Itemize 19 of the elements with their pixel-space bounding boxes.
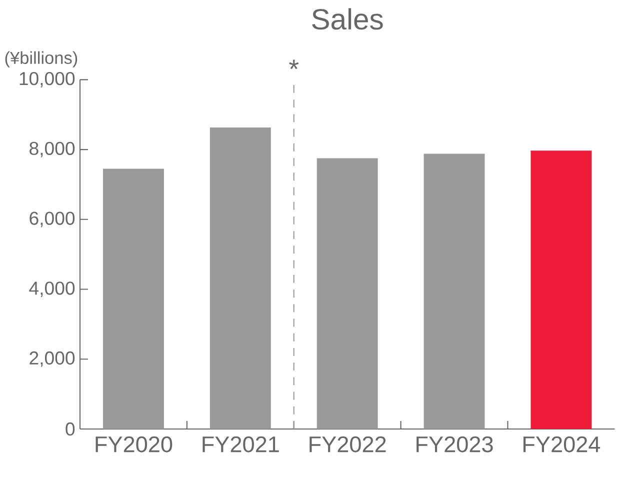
- chart-title: Sales: [312, 8, 383, 30]
- bar: [316, 158, 378, 429]
- y-axis-title: (¥billions): [5, 51, 78, 68]
- x-tick-label: FY2022: [310, 436, 386, 452]
- bar: [102, 168, 164, 429]
- y-tick-label: 2,000: [30, 351, 75, 367]
- x-tick-label: FY2023: [416, 436, 493, 452]
- bar: [210, 128, 271, 429]
- bar: [530, 150, 592, 429]
- x-tick-label: FY2020: [96, 436, 172, 452]
- y-tick-label: 0: [66, 422, 75, 436]
- bar: [424, 154, 485, 429]
- y-tick-label: 8,000: [30, 142, 75, 158]
- y-tick-label: 10,000: [20, 72, 75, 88]
- y-tick-label: 6,000: [30, 212, 75, 228]
- x-tick-label: FY2024: [524, 436, 600, 452]
- text: *: [289, 60, 299, 70]
- x-tick-label: FY2021: [202, 436, 279, 452]
- y-tick-label: 4,000: [29, 282, 75, 297]
